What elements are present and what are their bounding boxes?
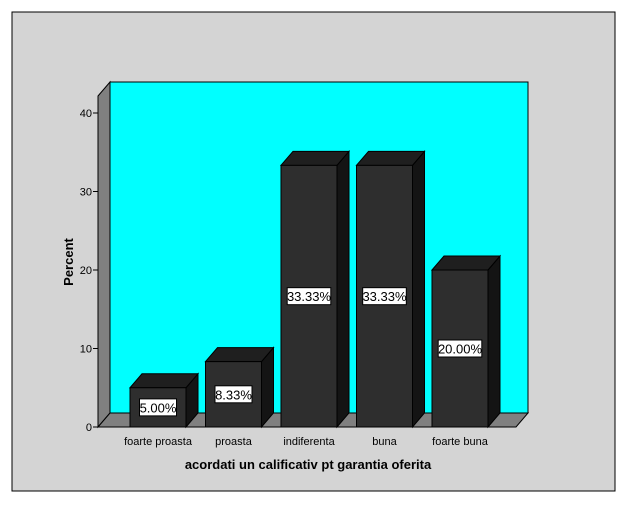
data-label-box (139, 398, 177, 417)
y-tick-label: 0 (86, 422, 92, 434)
x-axis-title: acordati un calificativ pt garantia ofer… (185, 457, 432, 472)
data-label-box (286, 287, 332, 306)
data-label-box (437, 339, 483, 358)
bar: 33.33% (355, 150, 426, 429)
bar-top-face (204, 347, 275, 363)
bar-side-face (412, 150, 425, 429)
bars: 5.00% 8.33% 33.33% 33.33% 20.00% (128, 150, 502, 429)
bar-top-face (430, 255, 502, 271)
bar: 33.33% (279, 150, 351, 429)
y-axis: 0 10 20 30 40 (80, 108, 99, 434)
bar-side-face (336, 150, 350, 429)
bar-top-face (128, 373, 200, 389)
x-tick-label: foarte proasta (124, 436, 193, 448)
data-label: 20.00% (438, 342, 483, 357)
data-label: 33.33% (287, 289, 332, 304)
bar: 5.00% (128, 372, 200, 429)
y-axis-title: Percent (61, 237, 76, 285)
bar-top-face (355, 150, 426, 166)
x-tick-label: indiferenta (283, 436, 335, 448)
x-tick-label: proasta (215, 436, 253, 448)
y-tick-label: 20 (80, 265, 92, 277)
bar-top-face (279, 150, 351, 166)
bar: 20.00% (430, 254, 502, 429)
y-tick-label: 30 (80, 187, 92, 199)
x-axis-tick-labels: foarte proasta proasta indiferenta buna foar… (124, 436, 489, 448)
x-tick-label: foarte buna (432, 436, 489, 448)
bar: 8.33% (204, 346, 275, 429)
plot-left-wall (97, 80, 111, 429)
bar-side-face (487, 254, 501, 429)
y-tick-label: 40 (80, 108, 92, 120)
x-tick-label: buna (372, 436, 397, 448)
data-label: 33.33% (362, 289, 407, 304)
data-label-box (214, 385, 253, 404)
data-label: 8.33% (215, 387, 252, 402)
data-label-box (362, 287, 407, 306)
y-tick-label: 10 (80, 344, 92, 356)
data-label: 5.00% (140, 400, 177, 415)
